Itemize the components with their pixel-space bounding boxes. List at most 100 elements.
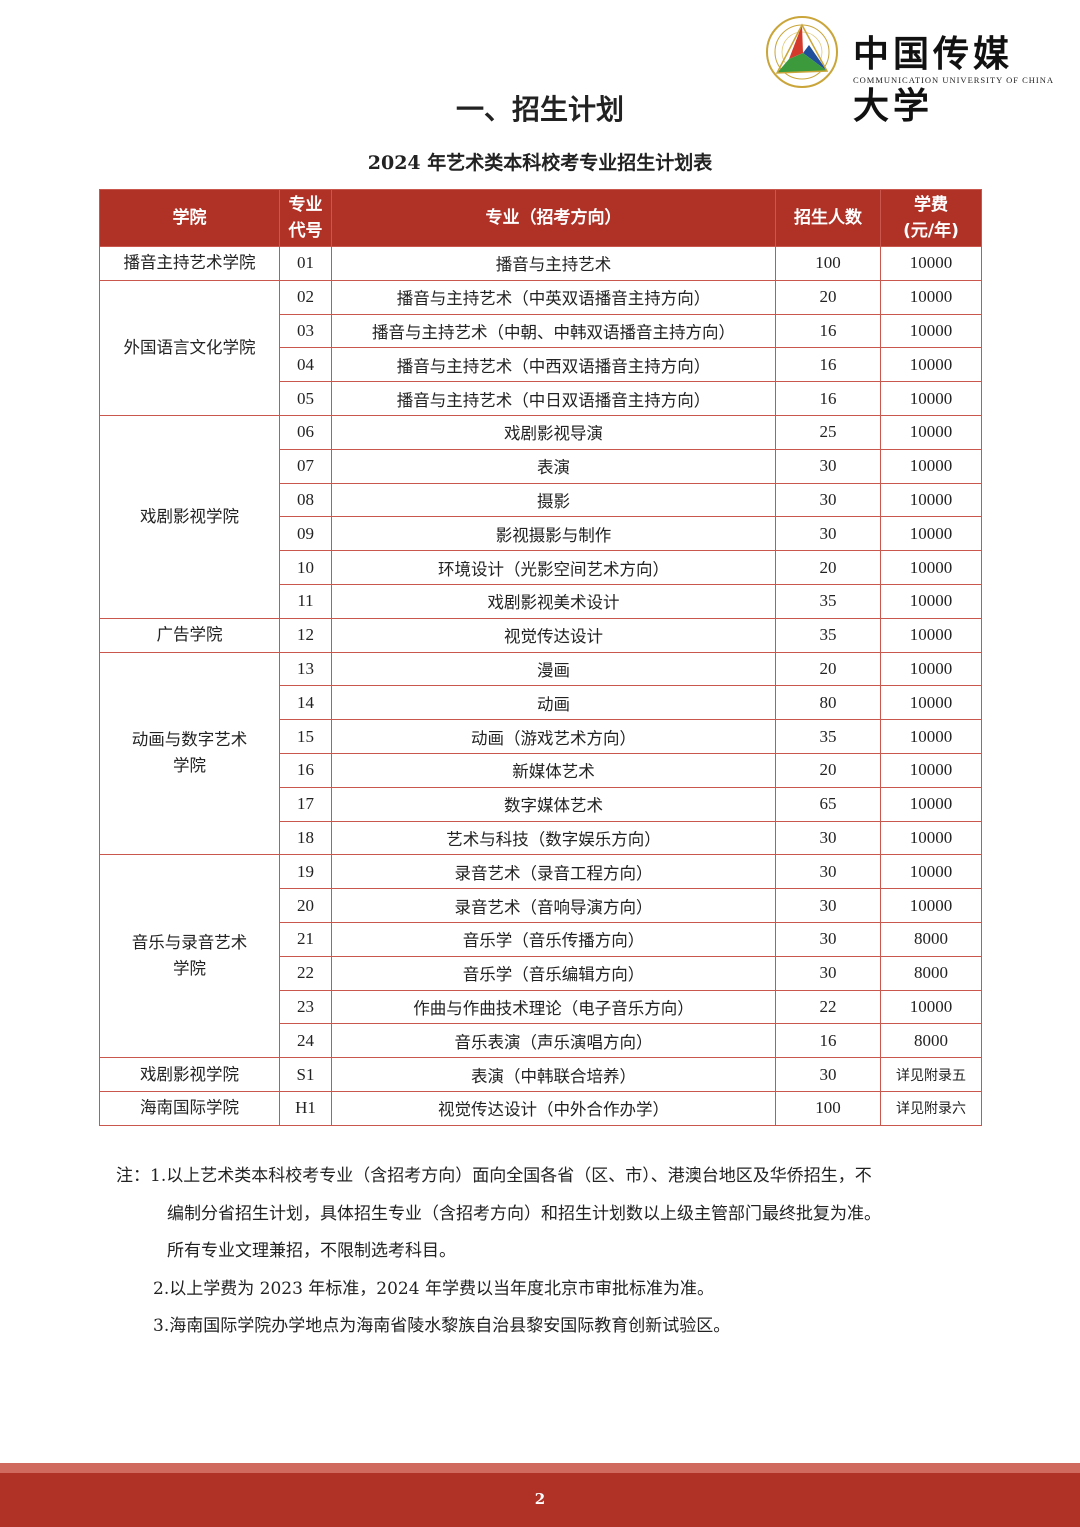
enrollment-count-cell: 35	[775, 617, 881, 653]
major-code-cell: S1	[279, 1057, 332, 1092]
table-row: 海南国际学院 H1 视觉传达设计（中外合作办学） 100 详见附录六	[99, 1090, 982, 1126]
table-row: 22 音乐学（音乐编辑方向） 30 8000	[100, 955, 982, 991]
major-name-cell: 戏剧影视美术设计	[331, 583, 776, 619]
tuition-cell: 10000	[880, 583, 982, 619]
logo-english-name: COMMUNICATION UNIVERSITY OF CHINA	[853, 75, 1055, 85]
page-number: 2	[534, 1490, 546, 1508]
major-code-cell: 03	[279, 313, 332, 349]
tuition-cell: 10000	[880, 752, 982, 788]
major-code-cell: 11	[279, 583, 332, 619]
tuition-cell: 10000	[880, 313, 982, 349]
note-1-cont: 所有专业文理兼招，不限制选考科目。	[167, 1241, 456, 1261]
enrollment-count-cell: 20	[775, 279, 881, 315]
table-row: 10 环境设计（光影空间艺术方向） 20 10000	[100, 550, 982, 585]
major-code-cell: 22	[279, 955, 332, 991]
table-row: 16 新媒体艺术 20 10000	[100, 752, 982, 788]
table-row: 动画与数字艺术 学院 13 漫画 20 10000	[99, 651, 982, 856]
university-logo: 中国传媒大学 COMMUNICATION UNIVERSITY OF CHINA	[765, 15, 1053, 127]
enrollment-count-cell: 16	[775, 381, 881, 416]
enrollment-count-cell: 30	[775, 448, 881, 484]
college-cell: 音乐与录音艺术 学院	[99, 854, 280, 1059]
major-code-cell: 07	[279, 448, 332, 484]
enrollment-count-cell: 30	[775, 1057, 881, 1092]
tuition-cell: 10000	[880, 617, 982, 653]
major-code-cell: 18	[279, 820, 332, 856]
major-code-cell: 08	[279, 482, 332, 518]
enrollment-count-cell: 25	[775, 414, 881, 450]
major-name-cell: 戏剧影视导演	[331, 414, 776, 450]
tuition-cell: 8000	[880, 955, 982, 991]
major-name-cell: 录音艺术（音响导演方向）	[331, 888, 776, 923]
enrollment-count-cell: 35	[775, 719, 881, 754]
major-name-cell: 影视摄影与制作	[331, 516, 776, 552]
enrollment-count-cell: 16	[775, 347, 881, 383]
enrollment-count-cell: 20	[775, 752, 881, 788]
tuition-cell: 10000	[880, 279, 982, 315]
note-1-cont: 编制分省招生计划，具体招生专业（含招考方向）和招生计划数以上级主管部门最终批复为…	[167, 1203, 881, 1224]
tuition-cell: 10000	[880, 854, 982, 890]
tuition-cell: 10000	[880, 888, 982, 923]
footer-band	[0, 1463, 1080, 1473]
major-code-cell: 09	[279, 516, 332, 552]
enrollment-count-cell: 100	[775, 246, 881, 281]
major-code-cell: 04	[279, 347, 332, 383]
note-1: 注：1.以上艺术类本科校考专业（含招考方向）面向全国各省（区、市）、港澳台地区及…	[116, 1166, 872, 1186]
table-title: 2024 年艺术类本科校考专业招生计划表	[367, 152, 713, 174]
column-header: 专业 代号	[279, 189, 332, 247]
table-row: 20 录音艺术（音响导演方向） 30 10000	[100, 888, 982, 923]
tuition-cell: 10000	[880, 347, 982, 383]
major-code-cell: 13	[279, 651, 332, 687]
major-code-cell: 02	[279, 279, 332, 315]
table-row: 15 动画（游戏艺术方向） 35 10000	[100, 719, 982, 754]
enrollment-count-cell: 30	[775, 955, 881, 991]
table-row: 戏剧影视学院 06 戏剧影视导演 25 10000	[99, 414, 982, 619]
major-code-cell: 16	[279, 752, 332, 788]
major-code-cell: 21	[279, 921, 332, 957]
enrollment-count-cell: 30	[775, 482, 881, 518]
major-name-cell: 环境设计（光影空间艺术方向）	[331, 550, 776, 585]
major-code-cell: 06	[279, 414, 332, 450]
table-row: 外国语言文化学院 02 播音与主持艺术（中英双语播音主持方向） 20 10000	[99, 279, 982, 416]
major-code-cell: 15	[279, 719, 332, 754]
tuition-cell: 10000	[880, 414, 982, 450]
note-3: 3.海南国际学院办学地点为海南省陵水黎族自治县黎安国际教育创新试验区。	[153, 1316, 731, 1336]
enrollment-plan-table: 学院 专业 代号 专业（招考方向） 招生人数 学费 (元/年) 播音主持艺术学院 01 播音…	[99, 189, 982, 1126]
column-header: 学费 (元/年)	[880, 189, 982, 247]
major-name-cell: 动画（游戏艺术方向）	[331, 719, 776, 754]
table-row: 21 音乐学（音乐传播方向） 30 8000	[100, 921, 982, 957]
enrollment-count-cell: 65	[775, 786, 881, 822]
major-name-cell: 视觉传达设计（中外合作办学）	[331, 1090, 776, 1126]
table-row: 音乐与录音艺术 学院 19 录音艺术（录音工程方向） 30 10000	[99, 854, 982, 1059]
tuition-cell: 10000	[880, 719, 982, 754]
major-code-cell: 10	[279, 550, 332, 585]
major-code-cell: 14	[279, 685, 332, 721]
major-name-cell: 音乐表演（声乐演唱方向）	[331, 1023, 776, 1059]
tuition-cell: 10000	[880, 820, 982, 856]
enrollment-count-cell: 30	[775, 921, 881, 957]
table-row: 11 戏剧影视美术设计 35 10000	[100, 583, 982, 619]
major-name-cell: 动画	[331, 685, 776, 721]
major-name-cell: 音乐学（音乐编辑方向）	[331, 955, 776, 991]
major-name-cell: 视觉传达设计	[331, 617, 776, 653]
major-code-cell: 17	[279, 786, 332, 822]
major-name-cell: 播音与主持艺术	[331, 246, 776, 281]
tuition-cell: 10000	[880, 651, 982, 687]
tuition-cell: 详见附录五	[880, 1057, 982, 1092]
major-code-cell: 12	[279, 617, 332, 653]
university-seal-icon	[766, 16, 838, 88]
major-name-cell: 播音与主持艺术（中日双语播音主持方向）	[331, 381, 776, 416]
college-cell: 播音主持艺术学院	[99, 246, 280, 281]
enrollment-count-cell: 16	[775, 1023, 881, 1059]
major-code-cell: 19	[279, 854, 332, 890]
major-name-cell: 表演（中韩联合培养）	[331, 1057, 776, 1092]
college-cell: 外国语言文化学院	[99, 279, 280, 416]
major-code-cell: 23	[279, 989, 332, 1025]
column-header: 学院	[99, 189, 280, 247]
tuition-cell: 10000	[880, 381, 982, 416]
tuition-cell: 10000	[880, 685, 982, 721]
tuition-cell: 8000	[880, 921, 982, 957]
enrollment-count-cell: 30	[775, 888, 881, 923]
table-row: 23 作曲与作曲技术理论（电子音乐方向） 22 10000	[100, 989, 982, 1025]
enrollment-count-cell: 20	[775, 651, 881, 687]
major-name-cell: 数字媒体艺术	[331, 786, 776, 822]
